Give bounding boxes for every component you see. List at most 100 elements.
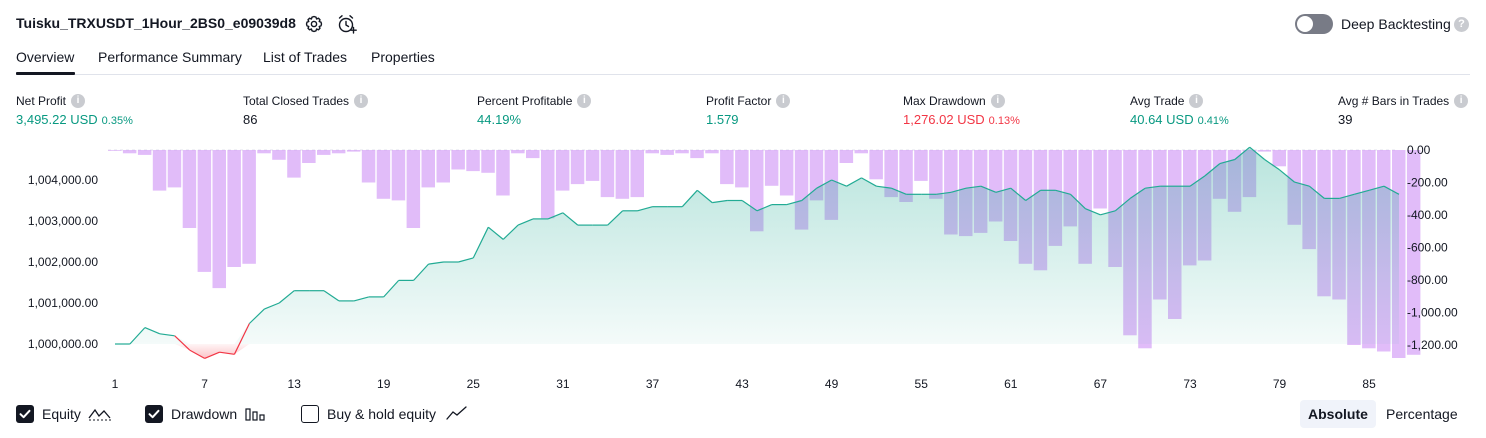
equity-line-segment [129, 327, 146, 345]
drawdown-bar [391, 150, 406, 201]
equity-line-segment [547, 212, 564, 220]
metric-avg-bars-in-trades: Avg # Bars in Trades i 39 [1338, 94, 1469, 127]
drawdown-bar [361, 150, 376, 183]
drawdown-bar [929, 150, 943, 199]
info-icon[interactable]: i [71, 94, 86, 108]
drawdown-bar [182, 150, 197, 228]
tab-overview[interactable]: Overview [16, 49, 75, 65]
equity-line-segment [233, 323, 250, 355]
equity-tick-label: 1,004,000.00 [28, 173, 98, 187]
settings-gear-icon[interactable] [304, 14, 324, 34]
equity-line-segment [1070, 193, 1086, 210]
help-question-icon[interactable]: ? [1454, 17, 1469, 32]
equity-tick-label: 1,000,000.00 [28, 337, 98, 351]
drawdown-bar [481, 150, 495, 173]
equity-line-segment [741, 200, 758, 212]
drawdown-tick-label: -1,000.00 [1407, 306, 1458, 320]
equity-line-segment [1249, 146, 1265, 160]
equity-line-segment [353, 296, 369, 302]
info-icon[interactable]: i [1189, 94, 1204, 108]
equity-line-segment [1339, 193, 1355, 199]
metric-value: 1.579 [706, 112, 739, 127]
info-icon[interactable]: i [990, 94, 1005, 108]
drawdown-bar [914, 150, 928, 181]
drawdown-bar [600, 150, 615, 198]
drawdown-bar [869, 150, 883, 180]
drawdown-bar [302, 150, 316, 163]
add-alert-clock-icon[interactable] [336, 13, 357, 34]
drawdown-bar [779, 150, 794, 196]
x-tick-label: 49 [825, 377, 839, 391]
equity-line-segment [428, 261, 444, 265]
equity-line-segment [786, 199, 802, 206]
equity-line-segment [1114, 197, 1131, 212]
drawdown-bar [152, 150, 167, 191]
toggle-knob [1297, 16, 1313, 32]
equity-line-segment [1219, 158, 1235, 165]
equity-legend-label: Equity [42, 406, 81, 422]
drawdown-bar [570, 150, 585, 185]
equity-line-segment [323, 290, 340, 302]
drawdown-bar [122, 150, 137, 154]
drawdown-checkbox[interactable] [145, 405, 163, 423]
info-icon[interactable]: i [354, 94, 369, 108]
deep-backtesting-label: Deep Backtesting [1341, 16, 1451, 32]
drawdown-bar [406, 150, 421, 228]
drawdown-bar [436, 150, 450, 183]
drawdown-tick-label: -800.00 [1407, 273, 1448, 287]
drawdown-tick-label: -200.00 [1407, 176, 1448, 190]
drawdown-bar [1272, 150, 1286, 167]
x-tick-label: 37 [646, 377, 660, 391]
drawdown-bar [720, 150, 734, 185]
metric-label: Avg # Bars in Trades [1338, 94, 1450, 108]
equity-line-segment [383, 279, 400, 298]
metric-label: Profit Factor [706, 94, 772, 108]
deep-backtesting-toggle[interactable] [1295, 14, 1333, 34]
drawdown-bar [496, 150, 510, 196]
equity-checkbox[interactable] [16, 405, 34, 423]
drawdown-bar [1257, 150, 1272, 152]
equity-line-segment [1010, 187, 1027, 201]
drawdown-bar [272, 150, 286, 160]
x-tick-label: 43 [735, 377, 749, 391]
drawdown-bar [615, 150, 630, 199]
drawdown-bar [227, 150, 241, 267]
buy-hold-equity-checkbox[interactable] [301, 405, 319, 423]
drawdown-bar [317, 150, 331, 155]
percentage-mode-button[interactable]: Percentage [1386, 406, 1458, 422]
info-icon[interactable]: i [1454, 94, 1469, 108]
equity-line-segment [1085, 208, 1101, 216]
drawdown-bar [839, 150, 854, 163]
metric-label: Total Closed Trades [243, 94, 350, 108]
equity-line-segment [413, 263, 429, 281]
x-tick-label: 55 [915, 377, 929, 391]
metric-value: 40.64 USD [1130, 112, 1194, 127]
equity-drawdown-chart[interactable]: 1,000,000.00 1,001,000.00 1,002,000.00 1,00… [0, 140, 1486, 400]
equity-line-segment [965, 185, 981, 189]
equity-line-segment [1383, 185, 1400, 195]
x-tick-label: 61 [1004, 377, 1018, 391]
info-icon[interactable]: i [776, 94, 791, 108]
equity-line-segment [1145, 185, 1161, 189]
x-tick-label: 79 [1273, 377, 1287, 391]
equity-line-segment [1129, 187, 1146, 199]
drawdown-bar [630, 150, 644, 198]
absolute-mode-button[interactable]: Absolute [1300, 400, 1376, 428]
equity-tick-label: 1,002,000.00 [28, 255, 98, 269]
drawdown-bar [690, 150, 704, 159]
drawdown-bar [705, 150, 719, 154]
tab-performance-summary[interactable]: Performance Summary [98, 49, 242, 65]
tab-list-of-trades[interactable]: List of Trades [263, 49, 348, 65]
tab-properties[interactable]: Properties [371, 49, 435, 65]
equity-line-segment [681, 189, 698, 208]
info-icon[interactable]: i [577, 94, 592, 108]
equity-line-segment [831, 179, 847, 187]
buy-hold-line-icon [445, 403, 469, 428]
equity-line-segment [219, 351, 235, 355]
equity-line-segment [144, 327, 161, 335]
equity-tick-label: 1,001,000.00 [28, 296, 98, 310]
drawdown-bar [466, 150, 480, 172]
x-tick-label: 31 [556, 377, 570, 391]
metric-net-profit: Net Profit i 3,495.22 USD 0.35% [16, 94, 133, 127]
drawdown-bar [660, 150, 674, 155]
